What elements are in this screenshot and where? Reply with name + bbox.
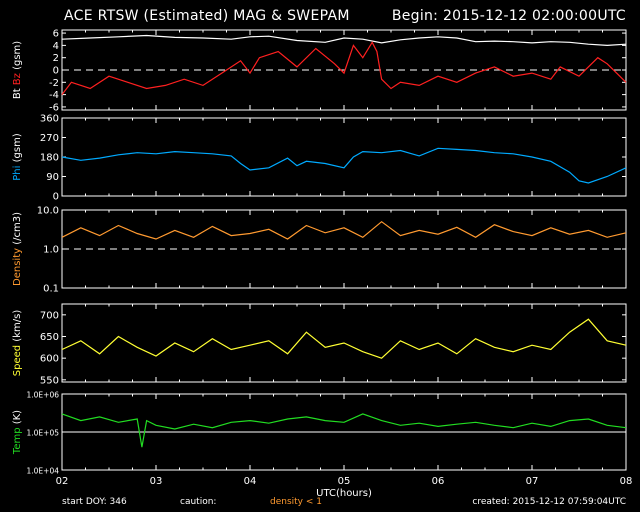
y-tick-label: 4 <box>53 41 59 52</box>
y-tick-label: 1.0E+04 <box>27 467 60 476</box>
y-tick-label: 360 <box>40 114 59 125</box>
x-axis-label: UTC(hours) <box>316 488 372 499</box>
y-axis-label-part: Bz <box>12 73 23 88</box>
series-line-density <box>61 220 627 240</box>
y-tick-label: 1.0E+06 <box>27 391 60 400</box>
y-axis-label-part: (K) <box>12 410 23 428</box>
y-axis-label: Bt Bz (gsm) <box>12 41 23 99</box>
y-tick-label: 650 <box>40 332 59 343</box>
y-axis-label-part: Temp <box>12 427 23 455</box>
x-tick-label: 03 <box>150 476 163 487</box>
y-axis-label-part: Phi <box>12 166 23 181</box>
series-line-speed <box>61 318 627 359</box>
panel-frame-1 <box>61 117 627 197</box>
y-tick-label: 0.1 <box>43 284 59 295</box>
y-tick-label: 550 <box>40 375 59 386</box>
y-axis-label: Density (/cm3) <box>12 212 23 286</box>
y-axis-label: Temp (K) <box>12 410 23 455</box>
y-axis-label-part: Speed <box>12 345 23 376</box>
y-tick-label: 90 <box>46 172 59 183</box>
y-tick-label: 600 <box>40 354 59 365</box>
y-tick-label: -4 <box>49 90 59 101</box>
y-tick-label: -2 <box>49 78 59 89</box>
x-tick-label: 07 <box>526 476 539 487</box>
x-tick-label: 04 <box>244 476 257 487</box>
created-time: created: 2015-12-12 07:59:04UTC <box>472 497 626 507</box>
caution-value: density < 1 <box>270 497 322 507</box>
x-tick-label: 05 <box>338 476 351 487</box>
series-line-phi <box>61 147 627 184</box>
caution-label: caution: <box>180 497 217 507</box>
x-tick-label: 06 <box>432 476 445 487</box>
y-axis-label-part: (gsm) <box>12 41 23 73</box>
start-doy: start DOY: 346 <box>62 497 127 507</box>
y-tick-label: 270 <box>40 133 59 144</box>
y-tick-label: 0 <box>53 66 59 77</box>
series-line-bt <box>61 34 627 47</box>
y-tick-label: 180 <box>40 153 59 164</box>
begin-time: Begin: 2015-12-12 02:00:00UTC <box>391 8 626 24</box>
y-axis-label: Speed (km/s) <box>12 310 23 377</box>
y-tick-label: -6 <box>49 102 59 113</box>
x-tick-label: 08 <box>620 476 633 487</box>
y-axis-label-part: Density <box>12 248 23 286</box>
chart-title: ACE RTSW (Estimated) MAG & SWEPAM <box>64 8 350 24</box>
y-axis-label: Phi (gsm) <box>12 133 23 181</box>
y-tick-label: 1.0 <box>43 245 59 256</box>
y-axis-label-part: (gsm) <box>12 133 23 165</box>
y-tick-label: 700 <box>40 310 59 321</box>
series-line-bz <box>61 41 627 95</box>
y-tick-label: 2 <box>53 53 59 64</box>
y-axis-label-part: (/cm3) <box>12 212 23 248</box>
y-tick-label: 10.0 <box>37 206 59 217</box>
series-line-temp <box>61 413 627 448</box>
y-axis-label-part: Bt <box>12 88 23 99</box>
y-tick-label: 6 <box>53 29 59 40</box>
y-tick-label: 0 <box>53 192 59 203</box>
y-axis-label-part: (km/s) <box>12 310 23 345</box>
x-tick-label: 02 <box>56 476 69 487</box>
y-tick-label: 1.0E+05 <box>27 429 60 438</box>
